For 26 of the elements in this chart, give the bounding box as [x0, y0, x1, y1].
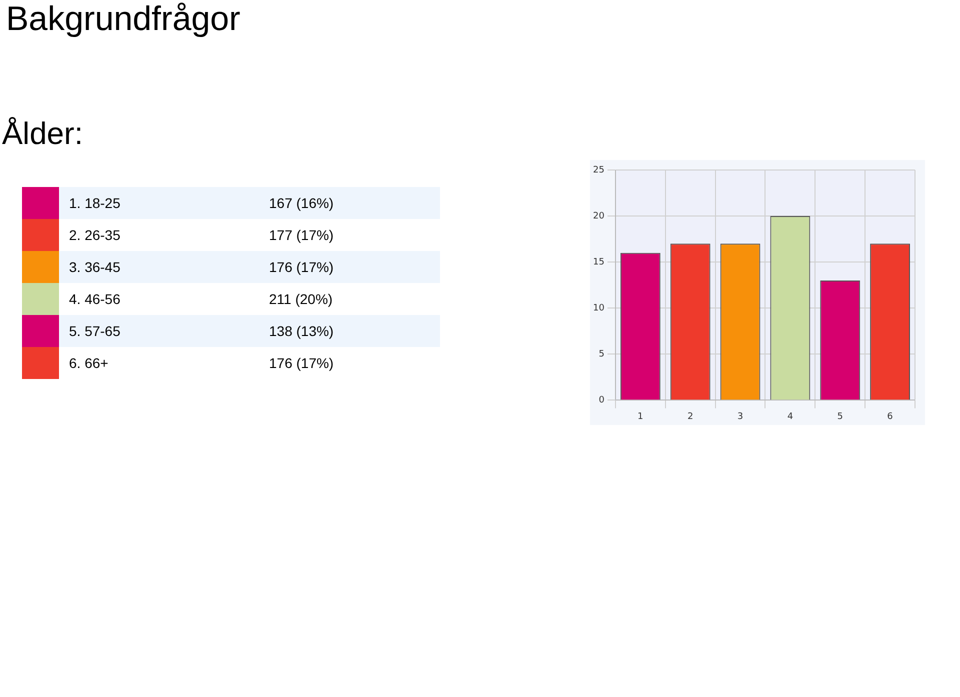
- y-tick-label: 10: [593, 303, 605, 314]
- x-tick-label: 5: [837, 412, 843, 422]
- text: 1. 18-25: [68, 195, 122, 211]
- y-tick-label: 25: [593, 165, 604, 176]
- x-tick-label: 1: [638, 412, 644, 422]
- y-tick-label: 15: [593, 257, 604, 268]
- text: 2. 26-35: [68, 227, 122, 243]
- x-tick-label: 6: [887, 412, 894, 422]
- text: 5. 57-65: [68, 323, 122, 339]
- text: 4. 46-56: [68, 291, 122, 307]
- text: 211 (20%): [269, 291, 333, 307]
- text: 176 (17%): [269, 259, 334, 275]
- text: Ålder:: [2, 116, 83, 152]
- x-tick-label: 3: [737, 412, 744, 422]
- text: 138 (13%): [269, 323, 334, 339]
- y-tick-label: 20: [593, 211, 605, 222]
- x-tick-label: 2: [687, 412, 694, 422]
- text: Bakgrundfrågor: [6, 0, 240, 39]
- y-tick-label: 0: [598, 396, 605, 406]
- text: 177 (17%): [269, 227, 334, 243]
- text: 176 (17%): [269, 355, 334, 371]
- x-tick-label: 4: [787, 412, 794, 422]
- text: 167 (16%): [269, 195, 334, 211]
- text: 3. 36-45: [68, 259, 122, 275]
- text: 6. 66+: [68, 355, 110, 371]
- y-tick-label: 5: [598, 350, 604, 360]
